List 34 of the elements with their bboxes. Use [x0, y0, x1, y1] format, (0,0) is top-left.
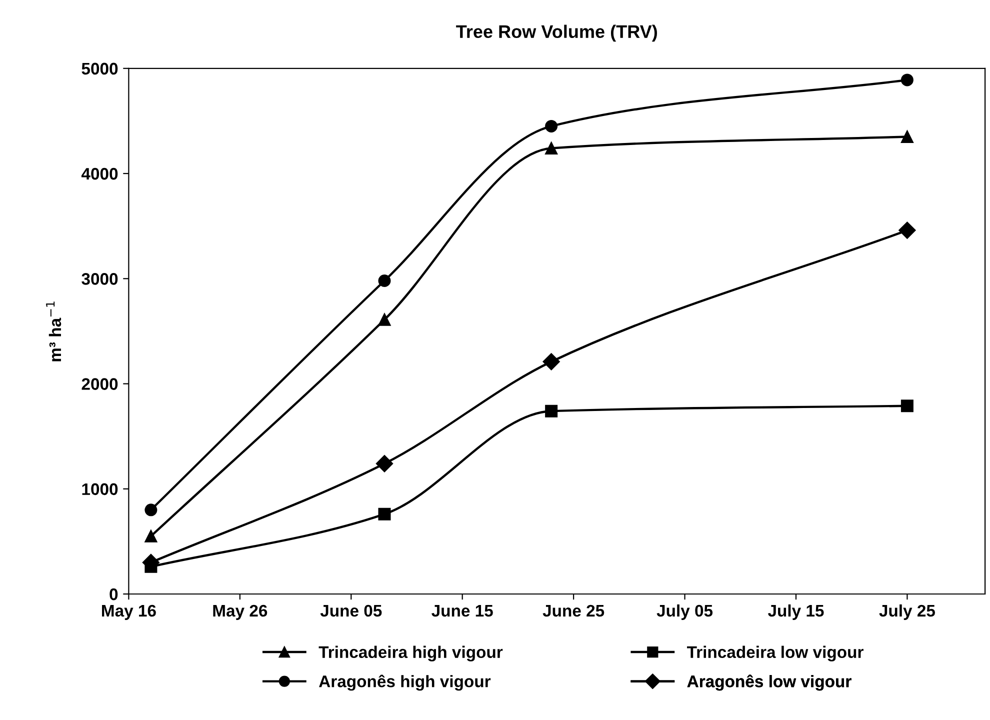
point — [378, 274, 391, 287]
x-tick-label: May 16 — [102, 604, 156, 620]
point — [900, 130, 914, 143]
chart-title: Tree Row Volume (TRV) — [456, 24, 657, 42]
point — [542, 353, 560, 370]
point — [144, 530, 158, 542]
y-tick-label: 3000 — [82, 273, 118, 285]
x-tick-label: July 05 — [656, 604, 713, 620]
point — [545, 142, 558, 155]
point — [900, 400, 914, 412]
legend-label: Trincadeira high vigour — [318, 646, 503, 662]
legend-label: Aragonês high vigour — [319, 674, 491, 691]
x-tick-label: June 05 — [320, 604, 382, 617]
x-tick-label: June 15 — [432, 605, 493, 617]
x-tick-label: July 15 — [768, 604, 824, 620]
point — [545, 120, 558, 132]
point — [376, 455, 394, 472]
y-tick-label: 2000 — [82, 378, 118, 390]
point — [898, 222, 916, 239]
point — [378, 508, 391, 520]
x-tick-label: July 25 — [879, 604, 935, 620]
y-tick-label: 4000 — [81, 168, 118, 180]
legend-label: Aragonês low vigour — [687, 674, 852, 691]
point — [545, 404, 558, 418]
y-axis-title: m³ ha$^{−1}$ — [46, 302, 62, 362]
point — [378, 313, 391, 326]
x-tick-label: May 26 — [213, 604, 268, 620]
point — [900, 74, 914, 86]
y-tick-label: 0 — [110, 588, 118, 600]
legend-label: Trincadeira low vigour — [687, 646, 864, 662]
y-tick-label: 5000 — [82, 62, 118, 75]
y-tick-label: 1000 — [82, 483, 118, 496]
point — [144, 504, 158, 516]
x-tick-label: June 25 — [542, 604, 604, 617]
